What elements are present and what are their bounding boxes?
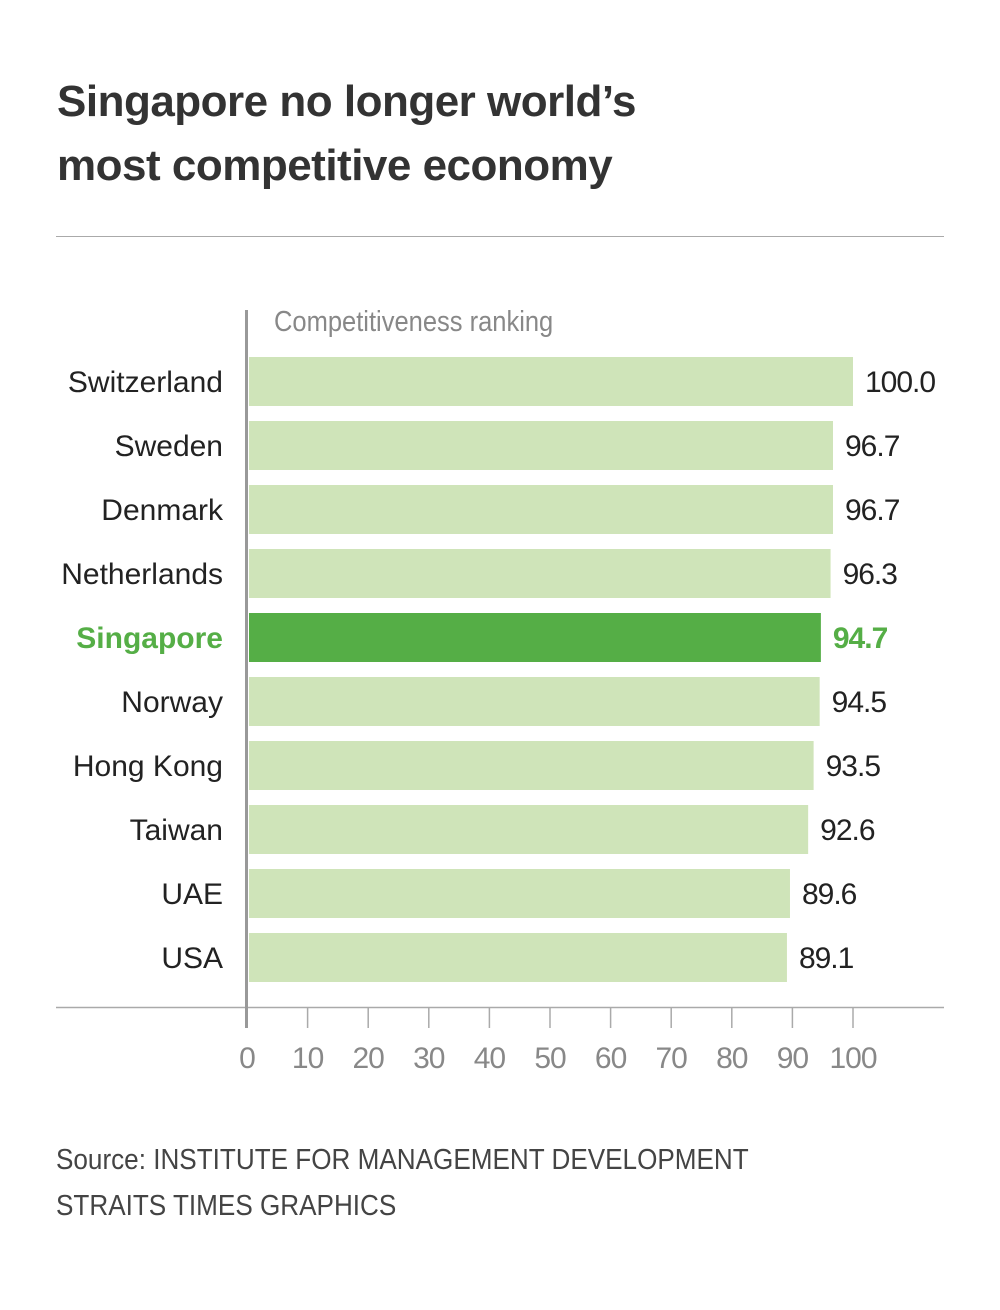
- category-label: Norway: [121, 686, 223, 719]
- title-divider: [56, 236, 944, 237]
- value-label: 93.5: [826, 750, 881, 783]
- value-label: 89.6: [802, 878, 857, 911]
- x-tick-label: 50: [534, 1042, 566, 1075]
- series-label: Competitiveness ranking: [274, 304, 553, 337]
- bar-hong-kong: [249, 741, 814, 790]
- y-axis-line: [245, 310, 248, 1028]
- bar-uae: [249, 869, 790, 918]
- category-label: Switzerland: [68, 366, 223, 399]
- x-tick-label: 20: [353, 1042, 385, 1075]
- value-label: 94.5: [832, 686, 887, 719]
- x-tick-label: 10: [292, 1042, 324, 1075]
- x-tick-label: 0: [239, 1042, 255, 1075]
- value-label: 96.7: [845, 430, 900, 463]
- category-label: UAE: [161, 878, 223, 911]
- category-label: Denmark: [101, 494, 224, 527]
- credit-text: STRAITS TIMES GRAPHICS: [56, 1190, 397, 1222]
- category-label: Singapore: [76, 622, 223, 655]
- value-label: 89.1: [799, 942, 854, 975]
- bar-taiwan: [249, 805, 809, 854]
- title-line-2: most competitive economy: [57, 141, 613, 190]
- bar-norway: [249, 677, 820, 726]
- bar-singapore: [249, 613, 821, 662]
- bar-switzerland: [249, 357, 853, 406]
- x-tick-label: 100: [829, 1042, 876, 1075]
- x-tick-label: 40: [474, 1042, 506, 1075]
- value-label: 96.3: [843, 558, 898, 591]
- category-label: Hong Kong: [73, 750, 223, 783]
- category-label: USA: [161, 942, 223, 975]
- x-tick-label: 70: [656, 1042, 688, 1075]
- source-text: Source: INSTITUTE FOR MANAGEMENT DEVELOP…: [56, 1144, 749, 1176]
- bar-netherlands: [249, 549, 831, 598]
- value-label: 96.7: [845, 494, 900, 527]
- x-tick-label: 90: [777, 1042, 809, 1075]
- value-label: 100.0: [865, 366, 935, 399]
- x-tick-label: 30: [413, 1042, 445, 1075]
- value-label: 94.7: [833, 622, 888, 655]
- category-label: Sweden: [115, 430, 223, 463]
- category-label: Taiwan: [130, 814, 223, 847]
- bar-denmark: [249, 485, 834, 534]
- value-label: 92.6: [820, 814, 875, 847]
- bar-sweden: [249, 421, 834, 470]
- x-tick-label: 60: [595, 1042, 627, 1075]
- category-label: Netherlands: [61, 558, 223, 591]
- chart-title: Singapore no longer world’s most competit…: [57, 70, 636, 198]
- bar-usa: [249, 933, 787, 982]
- x-tick-label: 80: [716, 1042, 748, 1075]
- title-line-1: Singapore no longer world’s: [57, 77, 636, 126]
